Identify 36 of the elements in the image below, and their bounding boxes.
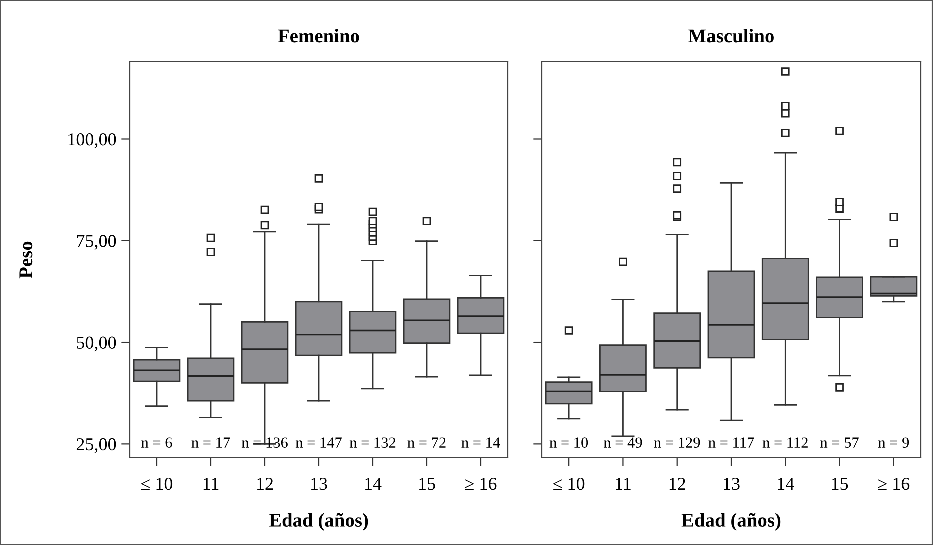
chart-title: Masculino bbox=[688, 29, 774, 43]
y-tick-label: 75,00 bbox=[77, 235, 116, 250]
annotation: n = 49 bbox=[604, 438, 642, 448]
x-tick-label: 11 bbox=[204, 478, 219, 490]
x-tick-label: ≤ 10 bbox=[142, 478, 173, 490]
annotation: n = 17 bbox=[192, 438, 230, 448]
x-tick-label: 15 bbox=[420, 478, 436, 490]
annotation: n = 72 bbox=[408, 438, 446, 448]
x-tick-label: ≥ 16 bbox=[878, 478, 910, 490]
x-tick-label: 13 bbox=[312, 478, 328, 490]
x-tick-label: 12 bbox=[670, 478, 686, 490]
annotation: n = 14 bbox=[462, 438, 500, 448]
x-tick-label: ≤ 10 bbox=[554, 478, 585, 490]
y-tick-label: 100,00 bbox=[68, 134, 116, 148]
y-tick-label: 50,00 bbox=[77, 336, 116, 352]
x-tick-label: 13 bbox=[724, 478, 740, 490]
annotation: n = 57 bbox=[820, 438, 859, 448]
annotation: n = 10 bbox=[550, 438, 588, 448]
annotation: n = 117 bbox=[708, 438, 754, 448]
annotation: n = 129 bbox=[654, 438, 700, 448]
x-tick-label: 15 bbox=[832, 478, 848, 490]
x-tick-label: 11 bbox=[616, 478, 631, 490]
x-axis-title: Edad (años) bbox=[682, 513, 781, 531]
x-tick-label: ≥ 16 bbox=[466, 478, 497, 490]
annotation: n = 9 bbox=[878, 438, 910, 448]
x-tick-label: 12 bbox=[258, 478, 274, 490]
annotation: n = 6 bbox=[142, 438, 172, 448]
y-tick-label: 25,00 bbox=[76, 438, 116, 454]
annotation: n = 147 bbox=[296, 438, 342, 448]
annotation: n = 112 bbox=[762, 438, 808, 448]
x-tick-label: 14 bbox=[778, 478, 794, 490]
y-axis-title: Peso bbox=[20, 242, 33, 279]
chart-title: Femenino bbox=[278, 29, 360, 43]
annotation: n = 132 bbox=[350, 438, 396, 448]
x-axis-title: Edad (años) bbox=[269, 513, 368, 531]
x-tick-label: 14 bbox=[366, 478, 382, 490]
